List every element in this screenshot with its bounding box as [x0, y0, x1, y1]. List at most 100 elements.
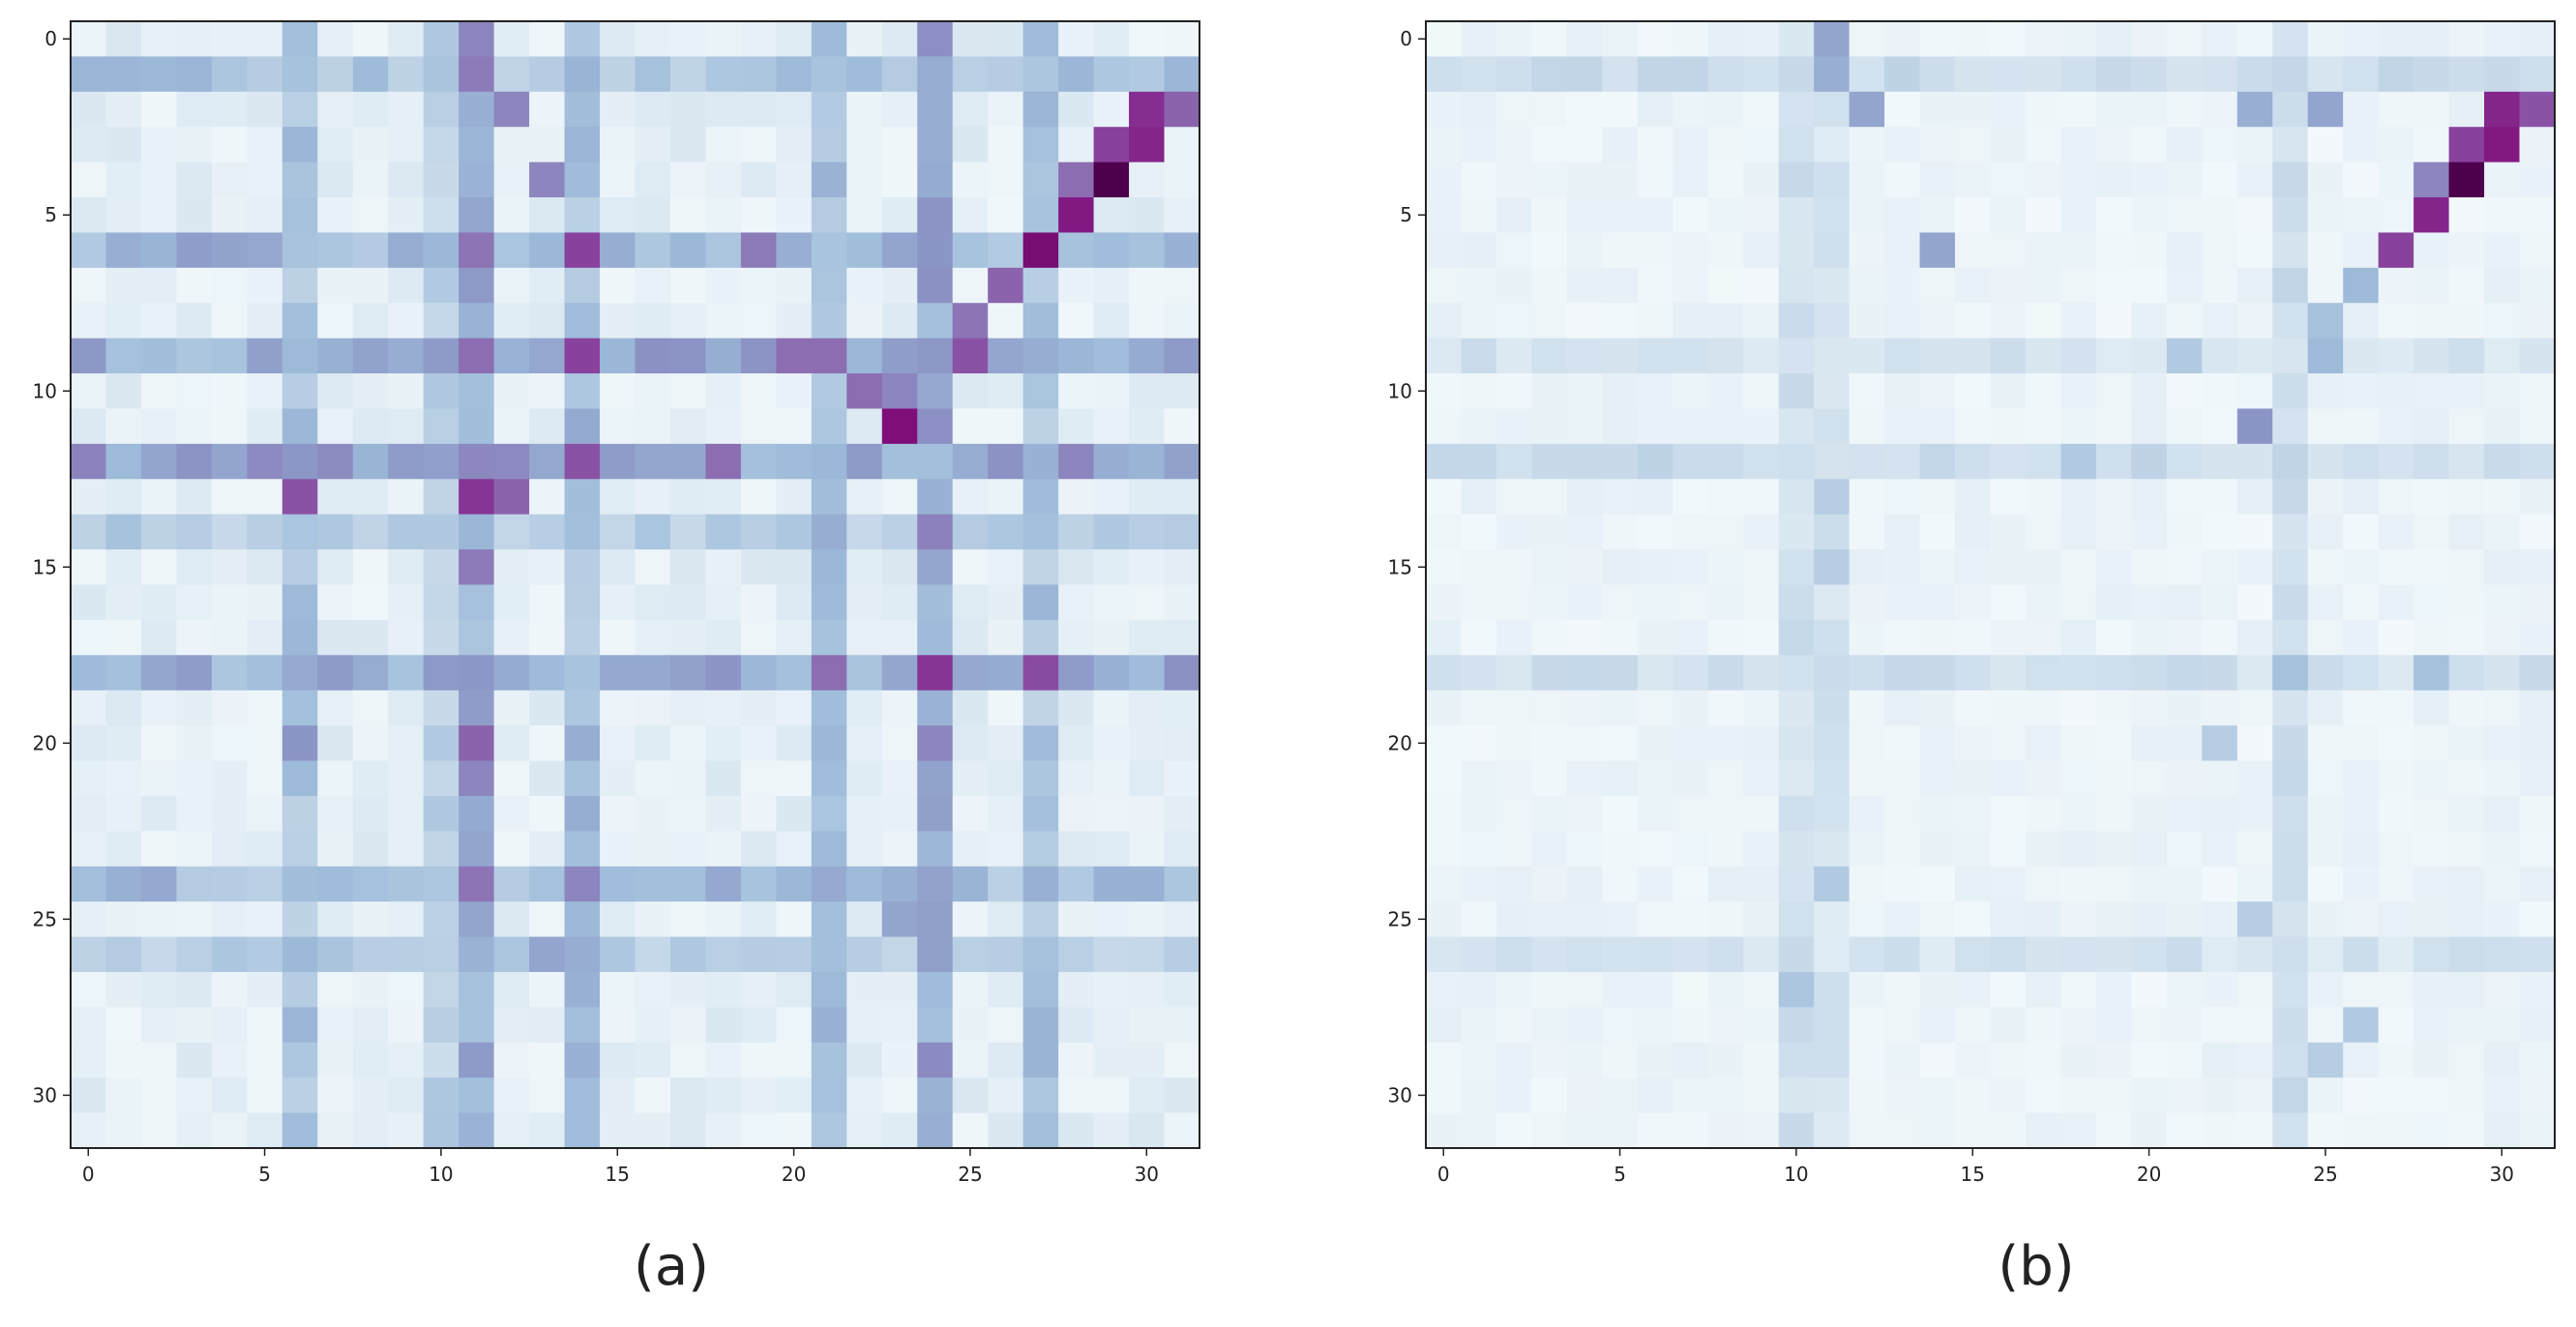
heatmap-cell: [1531, 901, 1568, 938]
heatmap-cell: [740, 795, 777, 832]
heatmap-cell: [1426, 1042, 1463, 1078]
heatmap-cell: [352, 901, 389, 938]
heatmap-cell: [1673, 373, 1709, 410]
heatmap-cell: [917, 795, 954, 832]
heatmap-cell: [1778, 479, 1815, 516]
heatmap-cell: [459, 971, 495, 1008]
heatmap-cell: [2378, 91, 2414, 128]
heatmap-cell: [846, 760, 883, 797]
heatmap-cell: [2166, 373, 2203, 410]
heatmap-cell: [1058, 901, 1095, 938]
heatmap-cell: [1495, 338, 1533, 374]
heatmap-cell: [881, 479, 918, 516]
heatmap-cell: [669, 373, 707, 410]
heatmap-cell: [1990, 901, 2027, 938]
heatmap-cell: [1461, 21, 1497, 58]
heatmap-cell: [881, 1112, 918, 1149]
heatmap-cell: [1461, 655, 1497, 692]
heatmap-cell: [1955, 479, 1992, 516]
heatmap-cell: [1129, 760, 1166, 797]
heatmap-cell: [1164, 1007, 1200, 1044]
y-tick-label: 10: [1388, 379, 1412, 402]
heatmap-cell: [247, 408, 283, 445]
heatmap-cell: [1637, 901, 1673, 938]
heatmap-cell: [1022, 831, 1059, 868]
heatmap-cell: [1707, 1042, 1744, 1078]
heatmap-cell: [529, 56, 566, 93]
x-tick-label: 25: [958, 1163, 982, 1186]
heatmap-cell: [1849, 831, 1885, 868]
heatmap-cell: [2166, 91, 2203, 128]
heatmap-cell: [881, 1007, 918, 1044]
heatmap-cell: [529, 232, 566, 269]
heatmap-cell: [2343, 619, 2380, 656]
heatmap-cell: [2060, 549, 2097, 586]
heatmap-cell: [2025, 795, 2062, 832]
heatmap-cell: [71, 91, 107, 128]
heatmap-cell: [2166, 232, 2203, 269]
heatmap-cell: [988, 443, 1024, 480]
heatmap-cell: [1164, 162, 1200, 198]
heatmap-cell: [2307, 760, 2344, 797]
heatmap-cell: [2025, 514, 2062, 550]
heatmap-cell: [1955, 408, 1992, 445]
heatmap-cell: [564, 831, 601, 868]
heatmap-cell: [846, 127, 883, 163]
heatmap-cell: [2095, 443, 2132, 480]
heatmap-cell: [1919, 1007, 1956, 1044]
heatmap-cell: [2236, 971, 2273, 1008]
heatmap-cell: [2448, 91, 2485, 128]
heatmap-cell: [1093, 831, 1130, 868]
heatmap-cell: [2025, 619, 2062, 656]
heatmap-cell: [1743, 936, 1780, 973]
heatmap-cell: [2202, 795, 2238, 832]
heatmap-cell: [1164, 514, 1200, 550]
heatmap-cell: [740, 549, 777, 586]
heatmap-cell: [2131, 866, 2168, 902]
heatmap-cell: [776, 21, 813, 58]
heatmap-cell: [1129, 408, 1166, 445]
heatmap-cell: [705, 408, 742, 445]
heatmap-cell: [1919, 267, 1956, 304]
heatmap-cell: [2202, 267, 2238, 304]
heatmap-cell: [881, 127, 918, 163]
heatmap-cell: [564, 549, 601, 586]
heatmap-cell: [2131, 479, 2168, 516]
heatmap-cell: [988, 162, 1024, 198]
heatmap-cell: [2166, 408, 2203, 445]
heatmap-cell: [952, 795, 989, 832]
heatmap-cell: [459, 936, 495, 973]
heatmap-cell: [776, 866, 813, 902]
heatmap-cell: [1426, 373, 1463, 410]
heatmap-cell: [176, 936, 213, 973]
heatmap-cell: [564, 901, 601, 938]
heatmap-cell: [423, 1042, 459, 1078]
heatmap-cell: [917, 1112, 954, 1149]
heatmap-cell: [1531, 725, 1568, 762]
heatmap-cell: [1093, 479, 1130, 516]
heatmap-cell: [1707, 267, 1744, 304]
heatmap-cell: [2484, 303, 2521, 339]
heatmap-cell: [211, 162, 248, 198]
heatmap-cell: [1461, 584, 1497, 621]
heatmap-cell: [635, 831, 671, 868]
heatmap-cell: [317, 56, 354, 93]
heatmap-cell: [635, 690, 671, 726]
heatmap-cell: [459, 162, 495, 198]
x-tick-label: 15: [1961, 1163, 1985, 1186]
heatmap-cell: [1884, 232, 1921, 269]
heatmap-cell: [1566, 162, 1603, 198]
heatmap-cell: [1673, 795, 1709, 832]
heatmap-cell: [2343, 443, 2380, 480]
heatmap-cell: [423, 936, 459, 973]
heatmap-cell: [1093, 725, 1130, 762]
heatmap-cell: [105, 901, 142, 938]
heatmap-cell: [140, 21, 178, 58]
heatmap-cell: [988, 373, 1024, 410]
heatmap-cell: [211, 619, 248, 656]
heatmap-cell: [2272, 866, 2309, 902]
heatmap-cell: [176, 408, 213, 445]
heatmap-cell: [2236, 21, 2273, 58]
heatmap-cell: [1849, 690, 1885, 726]
heatmap-cell: [2272, 1042, 2309, 1078]
